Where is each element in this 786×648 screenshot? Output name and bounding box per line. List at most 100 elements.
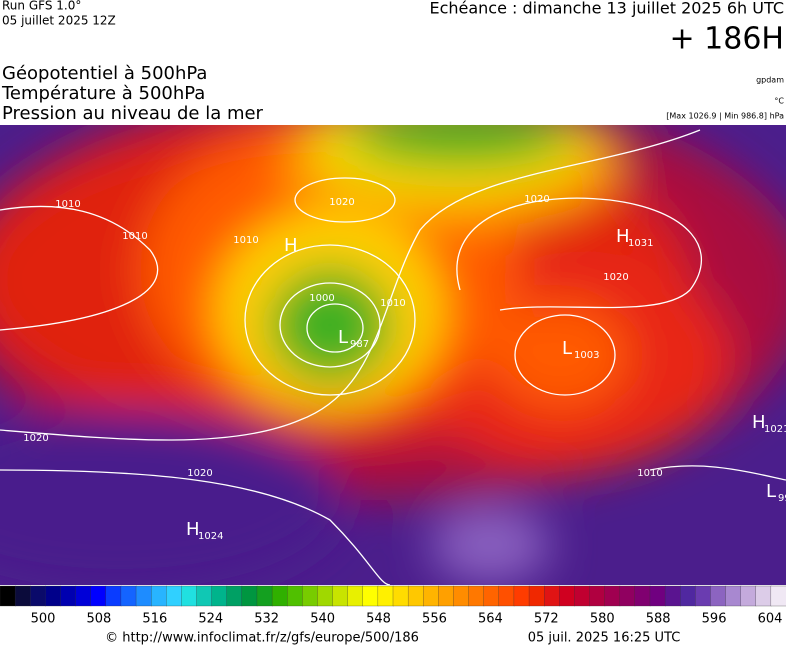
colorbar-swatch	[619, 585, 636, 607]
colorbar-swatch	[513, 585, 530, 607]
isobar-label: 1020	[23, 433, 48, 444]
colorbar-swatch	[377, 585, 394, 607]
pressure-center-symbol: H	[752, 412, 766, 433]
isobar-label: 1010	[122, 231, 147, 242]
colorbar-tick-label: 508	[87, 612, 112, 627]
colorbar-tick-label: 548	[366, 612, 391, 627]
colorbar-swatch	[226, 585, 243, 607]
valid-time: Echéance : dimanche 13 juillet 2025 6h U…	[429, 0, 784, 18]
colorbar-swatch	[604, 585, 621, 607]
pressure-center-symbol: H	[616, 226, 630, 247]
run-label: Run GFS 1.0°	[2, 0, 81, 13]
isobar-label: 1020	[524, 194, 549, 205]
isobar-label: 1020	[329, 197, 354, 208]
colorbar-tick-label: 564	[478, 612, 503, 627]
colorbar-swatch	[528, 585, 545, 607]
colorbar-swatch	[589, 585, 606, 607]
colorbar-swatch	[120, 585, 137, 607]
isobar-label: 1010	[233, 235, 258, 246]
colorbar-swatch	[770, 585, 786, 607]
pressure-center-value: 1003	[574, 350, 599, 361]
pressure-range: [Max 1026.9 | Min 986.8] hPa	[666, 112, 784, 121]
colorbar-swatch	[725, 585, 742, 607]
unit-label: gpdam	[756, 76, 784, 85]
colorbar-tick-label: 596	[702, 612, 727, 627]
pressure-center-value: 987	[350, 339, 369, 350]
colorbar-swatch	[423, 585, 439, 607]
colorbar-tick-label: 532	[254, 612, 279, 627]
colorbar-swatch	[75, 585, 92, 607]
colorbar-swatch	[302, 585, 319, 607]
pressure-center-value: 997	[778, 493, 786, 504]
colorbar-swatch	[256, 585, 273, 607]
colorbar-swatch	[30, 585, 46, 607]
colorbar-swatch	[166, 585, 183, 607]
colorbar-swatch	[60, 585, 77, 607]
colorbar-swatch	[453, 585, 470, 607]
field-label: Pression au niveau de la mer	[2, 103, 264, 124]
colorbar-swatch	[498, 585, 515, 607]
colorbar-swatch	[196, 585, 213, 607]
pressure-center-symbol: H	[186, 519, 200, 540]
isobars	[0, 129, 786, 585]
generated-time: 05 juil. 2025 16:25 UTC	[528, 631, 681, 646]
colorbar-swatch	[211, 585, 228, 607]
colorbar-swatch	[14, 585, 31, 607]
colorbar-swatch	[105, 585, 122, 607]
colorbar-swatch	[559, 585, 576, 607]
pressure-center-value: 1021	[764, 424, 786, 435]
colorbar-swatch	[271, 585, 288, 607]
colorbar-swatch	[468, 585, 485, 607]
colorbar-tick-label: 556	[422, 612, 447, 627]
pressure-center-symbol: L	[766, 481, 776, 502]
colorbar-swatch	[135, 585, 152, 607]
colorbar-swatch	[347, 585, 364, 607]
colorbar-swatch	[392, 585, 409, 607]
isobar-label: 1020	[187, 468, 212, 479]
colorbar-swatch	[634, 585, 651, 607]
pressure-center-symbol: H	[284, 235, 298, 256]
colorbar-swatch	[483, 585, 500, 607]
colorbar-tick-label: 524	[198, 612, 223, 627]
colorbar-swatch	[695, 585, 712, 607]
isobar-label: 1020	[603, 272, 628, 283]
colorbar-tick-label: 580	[590, 612, 615, 627]
isobar-label: 1010	[637, 468, 662, 479]
colorbar-swatch	[181, 585, 198, 607]
colorbar-tick-label: 588	[646, 612, 671, 627]
pressure-center-symbol: L	[562, 338, 572, 359]
colorbar-swatch	[45, 585, 62, 607]
source-link[interactable]: © http://www.infoclimat.fr/z/gfs/europe/…	[105, 631, 419, 646]
colorbar-swatch	[649, 585, 666, 607]
colorbar-swatch	[90, 585, 107, 607]
map	[0, 125, 786, 585]
colorbar-swatch	[544, 585, 560, 607]
colorbar-tick-label: 516	[142, 612, 167, 627]
field-label: Géopotentiel à 500hPa	[2, 63, 207, 84]
isobar-label: 1010	[380, 298, 405, 309]
colorbar-tick-label: 540	[310, 612, 335, 627]
colorbar-swatch	[755, 585, 772, 607]
colorbar-swatch	[710, 585, 727, 607]
colorbar-swatch	[438, 585, 455, 607]
colorbar-swatch	[362, 585, 379, 607]
unit-label: °C	[774, 97, 784, 106]
colorbar-swatch	[574, 585, 591, 607]
colorbar-swatch	[740, 585, 757, 607]
colorbar-swatch	[151, 585, 167, 607]
colorbar-swatch	[680, 585, 696, 607]
field-label: Température à 500hPa	[1, 83, 205, 104]
colorbar-swatch	[407, 585, 424, 607]
colorbar-swatch	[332, 585, 349, 607]
pressure-center-value: 1024	[198, 531, 223, 542]
colorbar-tick-label: 500	[31, 612, 56, 627]
colorbar-swatch	[0, 585, 16, 607]
colorbar-tick-label: 572	[534, 612, 559, 627]
lead-time: + 186H	[670, 22, 785, 57]
colorbar-swatch	[241, 585, 258, 607]
pressure-center-value: 1031	[628, 238, 653, 249]
run-date: 05 juillet 2025 12Z	[2, 14, 116, 28]
isobar-label: 1010	[55, 199, 80, 210]
colorbar-swatch	[664, 585, 681, 607]
